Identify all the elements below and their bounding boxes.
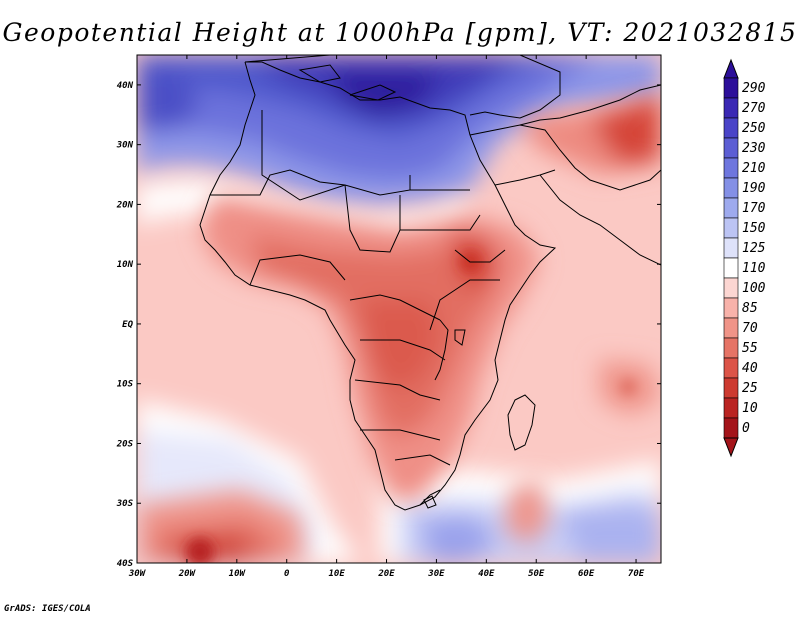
lat-label: 20S <box>116 439 134 449</box>
lat-label: 30N <box>116 141 134 151</box>
colorbar-label: 85 <box>742 301 758 316</box>
lat-label: EQ <box>122 320 133 330</box>
colorbar-label: 230 <box>742 141 766 156</box>
colorbar-swatch <box>723 337 739 359</box>
lon-label: 70E <box>628 569 645 579</box>
latitude-labels: 40N 30N 20N 10N EQ 10S 20S 30S 40S <box>116 81 134 569</box>
colorbar: 2902702502302101901701501251101008570554… <box>723 58 766 458</box>
longitude-labels: 30W 20W 10W 0 10E 20E 30E 40E 50E 60E 70E <box>128 569 645 579</box>
coastlines <box>199 55 661 511</box>
colorbar-label: 250 <box>742 121 766 136</box>
height-field <box>137 55 661 563</box>
lon-label: 30W <box>128 569 147 579</box>
colorbar-swatch <box>723 97 739 119</box>
colorbar-label: 25 <box>742 381 758 396</box>
lon-label: 0 <box>284 569 290 579</box>
lon-label: 10E <box>328 569 345 579</box>
colorbar-swatch <box>723 297 739 319</box>
colorbar-swatch <box>723 317 739 339</box>
colorbar-swatch <box>723 137 739 159</box>
lon-label: 40E <box>478 569 495 579</box>
map-frame <box>136 54 662 564</box>
lat-label: 30S <box>116 499 134 509</box>
colorbar-label: 0 <box>742 421 750 436</box>
lat-label: 40S <box>117 559 134 569</box>
lon-label: 60E <box>578 569 595 579</box>
colorbar-swatch <box>723 157 739 179</box>
lat-label: 10S <box>117 380 134 390</box>
colorbar-swatch <box>723 397 739 419</box>
grads-credit: GrADS: IGES/COLA <box>4 604 91 614</box>
colorbar-swatch <box>723 77 739 99</box>
map-title: Geopotential Height at 1000hPa [gpm], VT… <box>2 18 798 47</box>
colorbar-label: 10 <box>742 401 758 416</box>
colorbar-label: 270 <box>742 101 766 116</box>
colorbar-swatch <box>723 117 739 139</box>
lon-label: 50E <box>528 569 545 579</box>
colorbar-swatch <box>723 257 739 279</box>
colorbar-label: 100 <box>742 281 766 296</box>
colorbar-swatch <box>723 177 739 199</box>
lat-label: 20N <box>116 200 134 210</box>
lon-label: 30E <box>427 569 445 579</box>
lat-label: 40N <box>117 81 134 91</box>
lat-label: 10N <box>117 260 134 270</box>
colorbar-top-arrow <box>723 58 739 79</box>
colorbar-label: 110 <box>742 261 766 276</box>
colorbar-label: 55 <box>742 341 758 356</box>
colorbar-swatch <box>723 197 739 219</box>
colorbar-label: 210 <box>742 161 766 176</box>
colorbar-label: 290 <box>742 81 766 96</box>
lon-label: 10W <box>229 569 247 579</box>
lon-label: 20W <box>178 569 197 579</box>
colorbar-bottom-arrow <box>723 437 739 458</box>
colorbar-swatch <box>723 237 739 259</box>
colorbar-label: 150 <box>742 221 766 236</box>
colorbar-label: 40 <box>742 361 758 376</box>
colorbar-swatch <box>723 417 739 439</box>
colorbar-swatch <box>723 217 739 239</box>
colorbar-label: 125 <box>742 241 766 256</box>
colorbar-swatch <box>723 357 739 379</box>
colorbar-swatch <box>723 377 739 399</box>
lon-label: 20E <box>377 569 395 579</box>
colorbar-label: 170 <box>742 201 766 216</box>
colorbar-swatch <box>723 277 739 299</box>
colorbar-label: 190 <box>742 181 766 196</box>
colorbar-label: 70 <box>742 321 758 336</box>
